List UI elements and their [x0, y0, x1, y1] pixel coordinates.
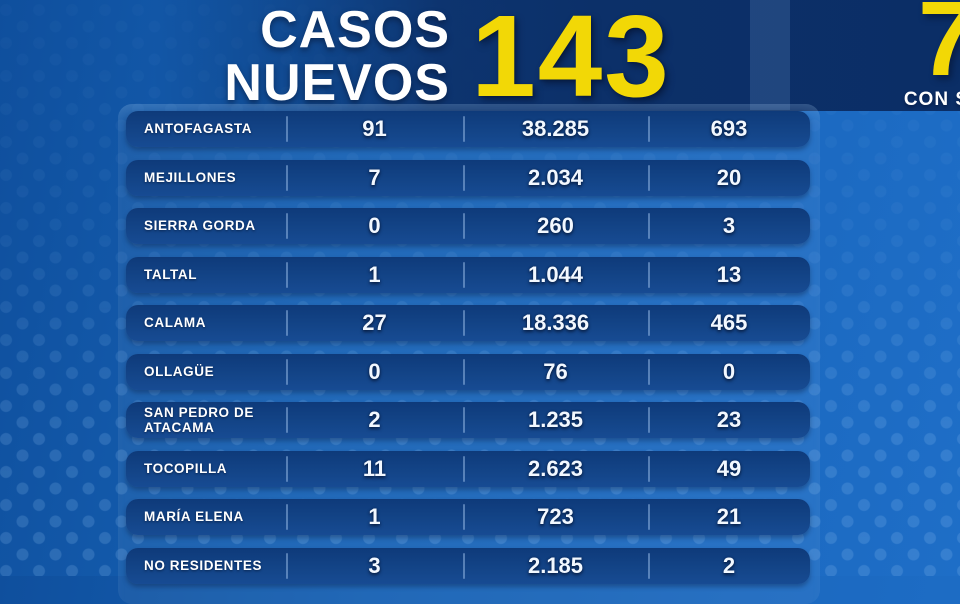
column-divider [286, 164, 288, 191]
row-value: 20 [716, 164, 742, 190]
column-divider [286, 504, 288, 530]
row-value: 2.185 [527, 552, 584, 578]
column-divider [286, 455, 288, 482]
column-divider [648, 552, 650, 579]
column-divider [648, 455, 650, 482]
new-cases-total: 143 [471, 0, 671, 121]
row-value: 0 [368, 358, 381, 384]
row-value: 3 [368, 552, 381, 578]
page-title: CASOS NUEVOS [150, 1, 450, 113]
table-row: ANTOFAGASTA 91 38.285 693 [126, 111, 810, 147]
row-name: OLLAGÜE [144, 363, 215, 379]
row-value: 91 [362, 116, 387, 141]
row-value: 465 [710, 310, 748, 335]
row-value: 1 [368, 504, 381, 529]
column-divider [286, 358, 288, 385]
table-row: MARÍA ELENA 1 723 21 [126, 499, 810, 535]
table-row: SIERRA GORDA 0 260 3 [126, 208, 810, 244]
row-value: 1.044 [527, 261, 584, 287]
row-value: 1.235 [527, 407, 584, 432]
cases-table-panel: ANTOFAGASTA 91 38.285 693 MEJILLONES 7 2… [118, 104, 820, 604]
row-name: NO RESIDENTES [144, 557, 263, 573]
column-divider [648, 407, 650, 433]
row-value: 1 [368, 261, 381, 287]
column-divider [648, 213, 650, 239]
column-divider [463, 310, 465, 336]
column-divider [648, 504, 650, 530]
row-name: MEJILLONES [144, 169, 237, 185]
table-row: SAN PEDRO DE ATACAMA 2 1.235 23 [126, 402, 810, 438]
column-divider [463, 261, 465, 288]
row-value: 11 [362, 455, 387, 481]
column-divider [286, 116, 288, 142]
column-divider [286, 213, 288, 239]
row-value: 0 [722, 358, 736, 384]
row-value: 2 [368, 407, 381, 432]
row-value: 723 [537, 504, 574, 529]
column-divider [648, 116, 650, 142]
column-divider [286, 261, 288, 288]
table-body: ANTOFAGASTA 91 38.285 693 MEJILLONES 7 2… [126, 111, 810, 584]
row-name: SIERRA GORDA [144, 218, 256, 234]
table-row: NO RESIDENTES 3 2.185 2 [126, 547, 810, 584]
row-name: TALTAL [144, 266, 198, 282]
header-divider-stripe [750, 0, 790, 110]
row-value: 21 [716, 504, 742, 529]
title-line-1: CASOS [260, 1, 450, 59]
row-value: 38.285 [521, 116, 590, 141]
row-value: 76 [543, 358, 568, 384]
row-value: 260 [537, 213, 574, 238]
column-divider [286, 310, 288, 336]
row-value: 27 [362, 310, 387, 335]
table-row: OLLAGÜE 0 76 0 [126, 353, 810, 390]
column-divider [648, 310, 650, 336]
table-row: CALAMA 27 18.336 465 [126, 305, 810, 341]
row-value: 2.034 [527, 164, 584, 190]
column-divider [463, 116, 465, 142]
row-name: ANTOFAGASTA [144, 121, 253, 137]
row-value: 23 [716, 407, 742, 432]
row-name: CALAMA [144, 315, 207, 331]
column-divider [648, 261, 650, 288]
column-divider [648, 358, 650, 385]
column-divider [648, 164, 650, 191]
column-divider [286, 552, 288, 579]
row-name: TOCOPILLA [144, 460, 228, 476]
row-value: 13 [716, 261, 742, 287]
row-name: MARÍA ELENA [144, 509, 244, 525]
row-value: 0 [368, 213, 381, 238]
right-panel-value: 7 [918, 0, 960, 98]
column-divider [463, 358, 465, 385]
right-panel-label: CON S [903, 89, 960, 110]
column-divider [463, 407, 465, 433]
row-value: 693 [710, 116, 748, 141]
row-value: 18.336 [521, 310, 590, 335]
row-value: 3 [722, 213, 736, 238]
row-name: SAN PEDRO DE ATACAMA [144, 404, 254, 435]
row-value: 7 [368, 164, 381, 190]
column-divider [463, 164, 465, 191]
row-value: 49 [716, 455, 742, 481]
column-divider [286, 407, 288, 433]
broadcast-graphic: { "colors": { "background_blue": "#1563b… [0, 0, 960, 584]
table-row: TOCOPILLA 11 2.623 49 [126, 450, 810, 487]
header-band: CASOS NUEVOS 143 7 CON S [0, 0, 960, 121]
column-divider [463, 455, 465, 482]
column-divider [463, 552, 465, 579]
column-divider [463, 504, 465, 530]
column-divider [463, 213, 465, 239]
title-line-2: NUEVOS [224, 54, 450, 113]
row-value: 2 [722, 552, 736, 578]
table-row: MEJILLONES 7 2.034 20 [126, 159, 810, 196]
table-row: TALTAL 1 1.044 13 [126, 256, 810, 293]
row-value: 2.623 [527, 455, 584, 481]
